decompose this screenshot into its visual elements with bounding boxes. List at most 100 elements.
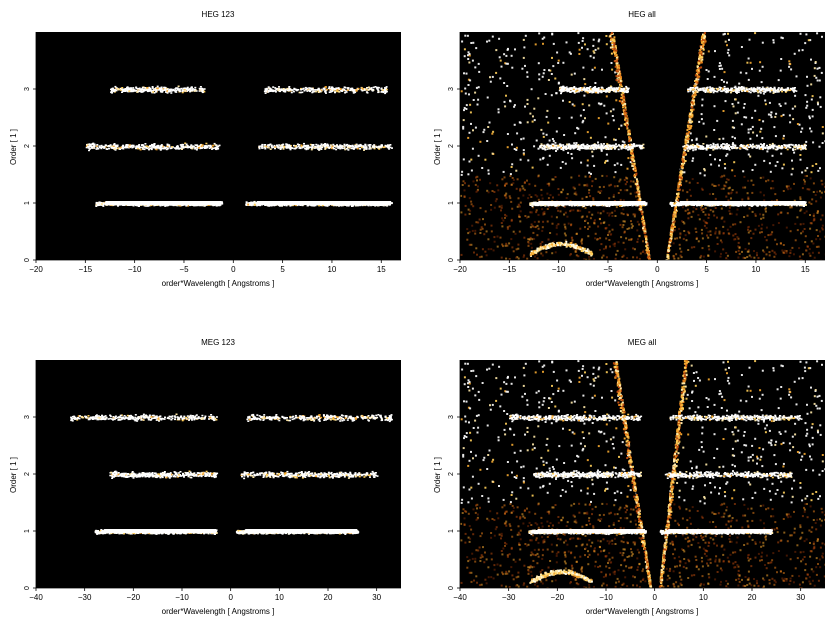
band-pixel [166,144,169,146]
background-pixel [546,192,549,195]
band-pixel [180,87,183,90]
background-pixel [544,93,547,95]
band-pixel [335,148,338,151]
background-pixel [804,175,807,178]
band-pixel [190,86,193,89]
band-pixel [359,148,362,150]
background-pixel [782,244,785,246]
background-pixel [537,198,540,201]
band-pixel [203,204,206,207]
band-pixel [90,145,92,148]
background-pixel [742,106,745,109]
background-pixel [491,152,494,155]
band-pixel [279,90,281,93]
background-pixel [801,171,804,174]
band-pixel [306,87,309,90]
wedge-pixel [615,64,618,67]
band-pixel [152,89,155,92]
background-pixel [735,250,738,253]
background-pixel [707,216,710,219]
band-pixel [314,90,317,93]
background-pixel [535,209,538,212]
background-pixel [632,256,635,259]
background-pixel [601,68,603,71]
band-pixel [87,147,90,149]
background-pixel [787,188,790,191]
background-pixel [723,71,726,74]
band-pixel [99,146,101,149]
y-tick-label: 3 [24,87,31,91]
band-pixel [205,142,208,145]
background-pixel [609,110,612,113]
wedge-pixel [690,125,693,127]
background-pixel [470,122,472,125]
band-pixel [183,88,186,91]
wedge-pixel [621,93,624,96]
band-pixel [352,90,355,92]
background-pixel [542,220,545,223]
band-pixel [143,145,145,148]
background-pixel [527,244,530,247]
background-pixel [501,178,504,181]
background-pixel [591,155,594,158]
background-pixel [753,250,755,252]
band-pixel [208,147,211,149]
band-pixel [384,92,387,95]
background-pixel [511,246,514,249]
band-pixel [171,146,173,148]
band-pixel [166,90,169,92]
background-pixel [497,108,500,111]
wedge-pixel [614,51,617,54]
band-pixel [151,143,153,146]
wedge-pixel [613,48,616,51]
band-pixel [97,148,100,150]
wedge-pixel [615,54,618,57]
wedge-pixel [686,129,689,132]
wedge-pixel [700,53,703,56]
background-pixel [604,160,607,163]
background-pixel [732,142,734,145]
background-pixel [593,222,596,224]
background-pixel [536,195,539,198]
background-pixel [531,238,534,241]
band-pixel [151,86,154,88]
band-pixel [267,86,270,88]
band-pixel [347,146,350,149]
background-pixel [510,166,513,168]
band-pixel [215,144,218,146]
background-pixel [818,79,821,82]
background-pixel [527,215,530,218]
background-pixel [806,167,809,170]
band-pixel [302,146,305,148]
background-pixel [597,225,600,228]
band-pixel [127,87,130,89]
background-pixel [581,40,584,42]
wedge-pixel [619,83,621,86]
band-pixel [329,89,332,92]
background-pixel [577,255,580,258]
background-pixel [636,220,639,223]
background-pixel [785,185,788,188]
wedge-pixel [646,251,649,254]
band-pixel [126,90,128,92]
background-pixel [602,222,605,224]
band-pixel [288,86,291,88]
background-pixel [465,104,468,107]
background-pixel [518,230,521,233]
background-pixel [630,220,632,223]
band-pixel [384,204,387,207]
background-pixel [821,214,824,217]
background-pixel [694,227,697,230]
background-pixel [540,128,543,131]
background-pixel [521,67,524,70]
wedge-pixel [637,184,639,187]
background-pixel [570,176,573,179]
background-pixel [636,256,638,259]
wedge-pixel [624,103,627,105]
band-pixel [357,87,360,90]
background-pixel [723,32,726,35]
background-pixel [499,236,502,239]
background-pixel [737,256,740,259]
band-pixel [148,148,150,151]
band-pixel [118,148,121,150]
